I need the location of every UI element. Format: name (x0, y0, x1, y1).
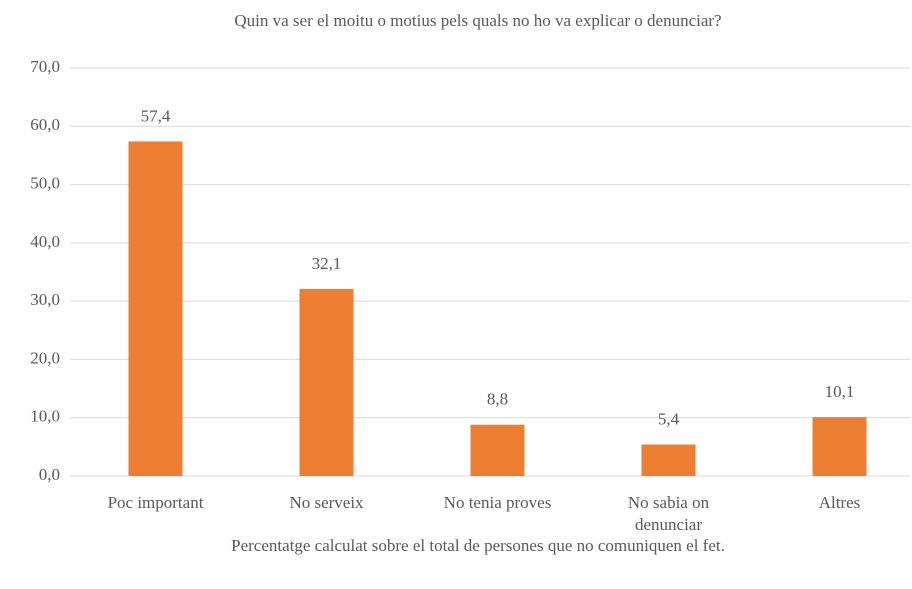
x-tick-label: No serveix (289, 493, 364, 512)
bar (812, 417, 867, 476)
y-tick-label: 70,0 (30, 57, 60, 76)
x-tick-label: Poc important (107, 493, 204, 512)
y-tick-label: 40,0 (30, 232, 60, 251)
y-tick-label: 10,0 (30, 407, 60, 426)
data-label: 32,1 (312, 254, 342, 273)
bar (128, 141, 183, 476)
x-tick-label: No tenia proves (443, 493, 552, 512)
data-label: 5,4 (658, 409, 680, 428)
x-tick-label: No sabia on denunciar (627, 493, 710, 534)
data-label: 8,8 (487, 390, 508, 409)
chart-note: Percentatge calculat sobre el total de p… (231, 536, 725, 555)
y-tick-label: 0,0 (39, 465, 60, 484)
x-tick-label: Altres (818, 493, 861, 512)
y-tick-label: 30,0 (30, 290, 60, 309)
bar (470, 424, 525, 476)
chart-title: Quin va ser el moitu o motius pels quals… (234, 11, 721, 30)
y-tick-label: 50,0 (30, 173, 60, 192)
bar (641, 444, 696, 476)
bar (299, 288, 354, 476)
data-label: 57,4 (141, 106, 171, 125)
data-label: 10,1 (825, 382, 855, 401)
y-tick-label: 60,0 (30, 115, 60, 134)
y-tick-label: 20,0 (30, 348, 60, 367)
